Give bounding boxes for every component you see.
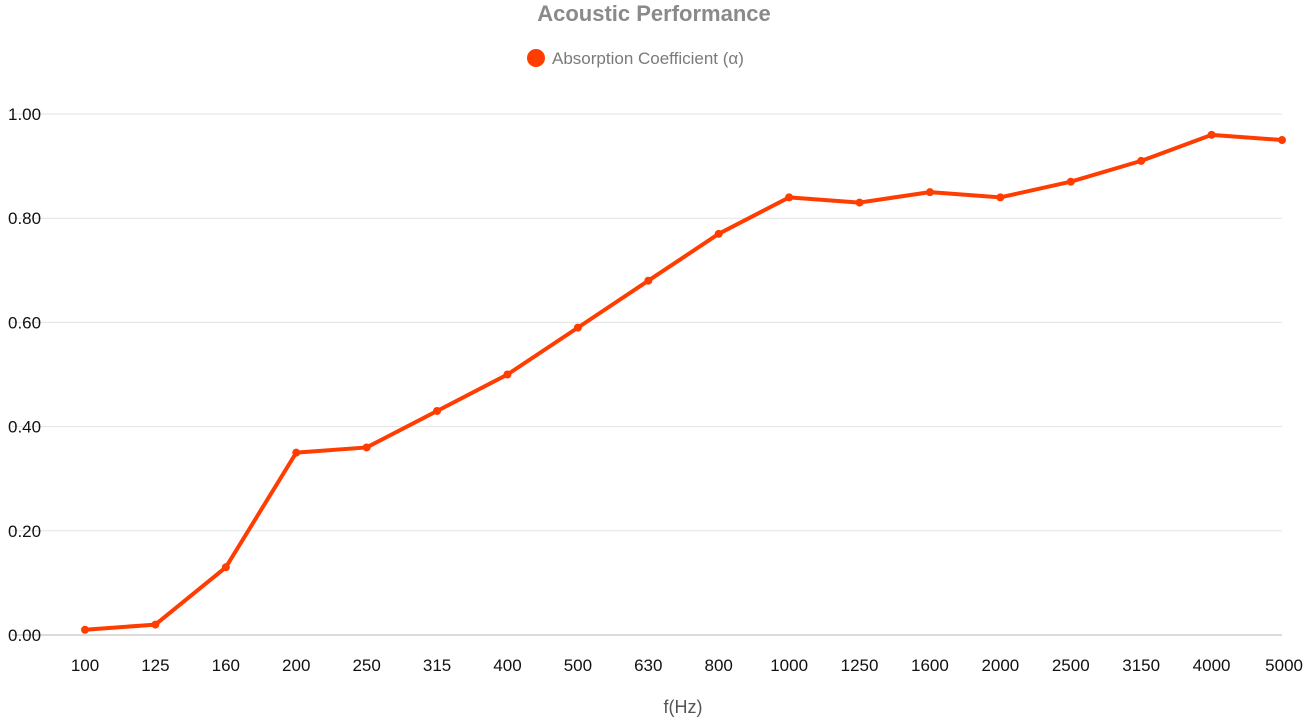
legend-label: Absorption Coefficient (α)	[552, 49, 744, 68]
data-point[interactable]	[996, 193, 1005, 202]
x-tick-label: 1600	[911, 656, 949, 675]
y-tick-label: 0.80	[8, 209, 41, 228]
x-tick-label: 1000	[770, 656, 808, 675]
x-tick-label: 200	[282, 656, 310, 675]
x-tick-label: 100	[71, 656, 99, 675]
series-line	[83, 132, 1284, 632]
data-point[interactable]	[503, 370, 512, 379]
legend[interactable]: Absorption Coefficient (α)	[527, 49, 744, 68]
y-tick-label: 0.60	[8, 313, 41, 332]
x-tick-label: 2500	[1052, 656, 1090, 675]
x-tick-label: 250	[352, 656, 380, 675]
data-point[interactable]	[1066, 177, 1075, 186]
data-point[interactable]	[1137, 156, 1146, 165]
y-tick-label: 1.00	[8, 105, 41, 124]
data-point[interactable]	[151, 620, 160, 629]
x-tick-label: 500	[564, 656, 592, 675]
x-tick-label: 315	[423, 656, 451, 675]
x-tick-label: 2000	[981, 656, 1019, 675]
data-point[interactable]	[855, 198, 864, 207]
legend-marker-icon	[527, 49, 545, 67]
y-axis: 0.00 0.20 0.40 0.60 0.80 1.00	[8, 105, 41, 645]
x-tick-label: 5000	[1265, 656, 1303, 675]
chart-title: Acoustic Performance	[537, 1, 771, 26]
data-point[interactable]	[433, 406, 442, 415]
x-axis-title: f(Hz)	[664, 697, 703, 717]
data-point[interactable]	[573, 323, 582, 332]
data-point[interactable]	[1207, 130, 1216, 139]
y-tick-label: 0.00	[8, 626, 41, 645]
data-point[interactable]	[81, 625, 89, 634]
y-tick-label: 0.40	[8, 418, 41, 437]
data-point[interactable]	[292, 448, 301, 457]
x-tick-label: 630	[634, 656, 662, 675]
data-point[interactable]	[785, 193, 794, 202]
y-tick-label: 0.20	[8, 522, 41, 541]
x-tick-label: 125	[141, 656, 169, 675]
x-tick-label: 4000	[1193, 656, 1231, 675]
x-tick-label: 3150	[1122, 656, 1160, 675]
x-tick-label: 800	[705, 656, 733, 675]
data-point[interactable]	[221, 563, 230, 572]
data-point[interactable]	[714, 229, 723, 238]
x-tick-label: 1250	[841, 656, 879, 675]
grid	[12, 113, 1282, 636]
data-point[interactable]	[644, 276, 653, 285]
data-point[interactable]	[362, 443, 371, 452]
x-tick-label: 160	[212, 656, 240, 675]
x-axis: 100 125 160 200 250 315 400 500 630 800 1000 1250 16…	[71, 656, 1303, 675]
data-point[interactable]	[1278, 136, 1286, 145]
x-tick-label: 400	[493, 656, 521, 675]
data-point[interactable]	[925, 188, 934, 197]
series-layer	[81, 130, 1286, 634]
